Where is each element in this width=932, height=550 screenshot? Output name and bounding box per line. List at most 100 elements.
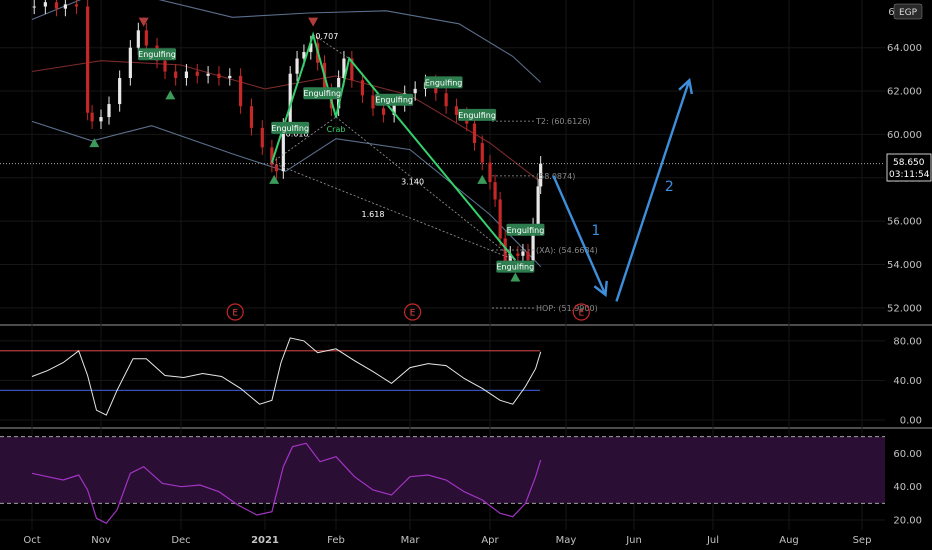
x-tick-label: Jul xyxy=(706,535,719,546)
engulfing-tag[interactable]: Engulfing xyxy=(496,260,535,273)
engulfing-tag-box xyxy=(424,76,463,89)
level-label: (58.0874) xyxy=(536,172,575,181)
candle-body xyxy=(521,251,525,256)
y-tick-label: 40.00 xyxy=(893,482,922,493)
engulfing-tag-label: Engulfing xyxy=(507,226,545,235)
candle-body xyxy=(488,162,492,183)
band-middle xyxy=(31,60,542,183)
price-pane[interactable]: 0.618 0.707 Crab 3.140 1.618 T2: (60.6126) (58… xyxy=(0,0,885,321)
x-tick-label: Feb xyxy=(327,535,345,546)
oscillator-2-line xyxy=(31,442,542,525)
candle-body xyxy=(163,60,167,72)
candle-body xyxy=(381,108,386,115)
candle-body xyxy=(90,112,94,122)
engulfing-tag-label: Engulfing xyxy=(496,263,534,272)
x-tick-label: May xyxy=(556,535,577,546)
candle-body xyxy=(249,106,254,128)
earnings-marker[interactable]: E xyxy=(572,303,590,321)
up-triangle-marker xyxy=(165,90,176,100)
level-label: HOP: (51.9900) xyxy=(536,304,598,313)
earnings-marker[interactable]: E xyxy=(403,303,422,321)
harmonic-ratio-label: 1.618 xyxy=(362,210,385,219)
x-tick-label: Mar xyxy=(401,535,421,546)
x-tick-label: Apr xyxy=(481,535,499,546)
candle-body xyxy=(531,225,535,261)
engulfing-tag-label: Engulfing xyxy=(425,78,463,87)
engulfing-tag[interactable]: Engulfing xyxy=(303,87,342,100)
oscillator-1-pane[interactable] xyxy=(0,337,542,416)
countdown-timer: 03:11:54 xyxy=(889,170,930,180)
y-tick-label: 20.00 xyxy=(893,516,922,527)
earnings-marker-circle xyxy=(403,303,422,321)
candle-body xyxy=(309,43,313,53)
candle-body xyxy=(54,2,59,9)
candle-body xyxy=(174,71,178,79)
candle-body xyxy=(86,6,90,113)
down-triangle-marker xyxy=(138,17,149,27)
last-price-label: 58.650 03:11:54 xyxy=(886,153,932,182)
engulfing-tag[interactable]: Engulfing xyxy=(375,93,414,106)
y-tick-label: 62.000 xyxy=(887,87,922,98)
candle-body xyxy=(195,71,199,76)
currency-label: EGP xyxy=(899,8,918,18)
candle-body xyxy=(260,127,264,148)
up-triangle-marker xyxy=(269,174,280,184)
projection-leg-2-head xyxy=(678,77,694,95)
y-tick-label: 40.00 xyxy=(893,376,922,387)
oscillator-2-pane[interactable] xyxy=(0,436,885,525)
engulfing-tag-box xyxy=(303,87,342,100)
candle-body xyxy=(413,88,417,94)
harmonic-ratio-label: 3.140 xyxy=(401,177,424,186)
y-tick-label: 52.000 xyxy=(887,303,922,314)
engulfing-tag[interactable]: Engulfing xyxy=(271,121,310,134)
candle-body xyxy=(99,117,103,122)
currency-badge[interactable]: EGP xyxy=(893,3,923,20)
engulfing-tag-label: Engulfing xyxy=(458,111,496,120)
x-tick-label: Sep xyxy=(853,535,872,546)
candle-body xyxy=(206,73,210,76)
earnings-marker-label: E xyxy=(232,309,238,319)
projection-leg-1-line xyxy=(552,175,607,296)
engulfing-tag[interactable]: Engulfing xyxy=(458,108,497,121)
oscillator-2-band xyxy=(0,436,885,504)
candle-body xyxy=(118,78,122,105)
candle-body xyxy=(360,80,365,96)
candle-body xyxy=(32,6,36,8)
y-tick-label: 60.00 xyxy=(893,449,922,460)
x-tick-label: Jun xyxy=(625,535,642,546)
y-tick-label: 80.00 xyxy=(893,336,922,347)
candle-body xyxy=(350,58,354,81)
earnings-marker-label: E xyxy=(410,309,416,319)
axes: 64.00062.00060.00058.00056.00054.00052.0… xyxy=(23,43,922,546)
candle-body xyxy=(63,4,67,9)
band-lower xyxy=(31,120,542,267)
harmonic-ratio-line xyxy=(271,116,337,163)
candle-body xyxy=(392,104,396,115)
y-tick-label: 60.000 xyxy=(887,130,922,141)
y-tick-label: 54.000 xyxy=(887,260,922,271)
down-triangle-marker xyxy=(308,17,319,27)
candle-body xyxy=(136,30,140,48)
harmonic-ratio-label: 0.707 xyxy=(315,32,338,41)
candle-body xyxy=(74,4,79,7)
engulfing-tag[interactable]: Engulfing xyxy=(138,48,176,61)
candle-body xyxy=(144,30,148,46)
candle-body xyxy=(128,47,132,79)
up-triangle-marker xyxy=(477,174,488,184)
candle-body xyxy=(342,58,346,79)
level-label: (XA): (54.6684) xyxy=(536,246,598,255)
engulfing-tag[interactable]: Engulfing xyxy=(424,76,463,89)
engulfing-tag-box xyxy=(506,223,545,236)
up-triangle-marker xyxy=(89,138,100,148)
engulfing-tag-box xyxy=(138,48,176,61)
engulfing-tag-box xyxy=(496,260,535,273)
harmonic-ratio-line xyxy=(312,34,350,59)
candle-body xyxy=(295,58,299,74)
candle-body xyxy=(239,75,243,107)
last-price-value: 58.650 xyxy=(893,158,925,168)
engulfing-tag[interactable]: Engulfing xyxy=(506,223,545,236)
harmonic-ratio-label: Crab xyxy=(327,125,346,134)
candle-body xyxy=(444,93,448,107)
earnings-marker[interactable]: E xyxy=(226,303,244,321)
